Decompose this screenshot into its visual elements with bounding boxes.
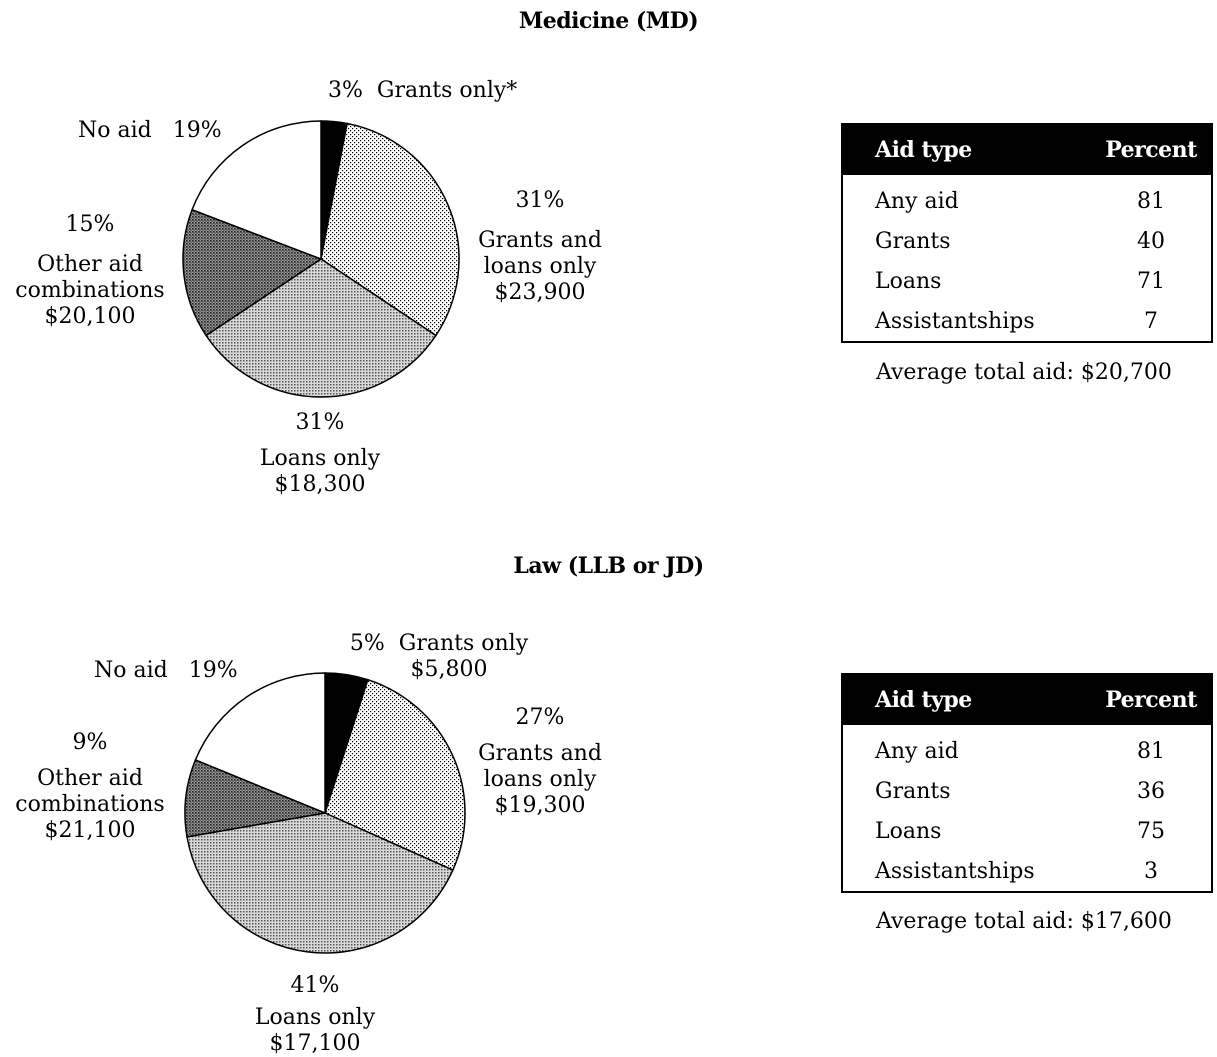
table-row: Any aid 81 (842, 725, 1212, 771)
cell-percent: 3 (1144, 858, 1158, 884)
cell-percent: 36 (1137, 778, 1165, 804)
cell-aid-type: Grants (875, 228, 951, 254)
chart-title: Law (LLB or JD) (513, 553, 704, 579)
cell-aid-type: Grants (875, 778, 951, 804)
cell-aid-type: Loans (875, 268, 942, 294)
header-aid-type: Aid type (842, 674, 1091, 725)
slice-label-grants-and-loans: 27% Grants and loans only $19,300 (478, 705, 602, 818)
table-row: Assistantships 3 (842, 851, 1212, 892)
cell-aid-type: Loans (875, 818, 942, 844)
slice-label-loans-only: 41% Loans only $17,100 (254, 973, 376, 1056)
slice-label-loans-only: 31% Loans only $18,300 (259, 410, 381, 497)
pie-slice-no-aid (194, 672, 326, 815)
cell-aid-type: Assistantships (875, 858, 1035, 884)
slice-label-no-aid: No aid 19% (78, 118, 222, 143)
chart-title: Medicine (MD) (518, 8, 699, 34)
cell-percent: 7 (1144, 308, 1158, 334)
cell-percent: 75 (1137, 818, 1165, 844)
table-row: Grants 40 (842, 221, 1212, 261)
aid-type-table: Aid type Percent Any aid 81 Grants 36 Loans 7… (841, 673, 1213, 893)
table-row: Loans 71 (842, 261, 1212, 301)
cell-percent: 81 (1137, 188, 1165, 214)
table-row: Assistantships 7 (842, 301, 1212, 342)
table-row: Loans 75 (842, 811, 1212, 851)
pie-slice-no-aid (191, 120, 322, 261)
law-pie-chart (184, 672, 466, 954)
pie-slice-other-aid-combinations (182, 208, 323, 337)
slice-label-other-aid: 15% Other aid combinations $20,100 (15, 212, 165, 329)
pie-slice-loans-only (205, 258, 437, 398)
slice-label-grants-and-loans: 31% Grants and loans only $23,900 (478, 188, 602, 305)
average-total-aid: Average total aid: $20,700 (876, 360, 1172, 385)
medicine-panel: Medicine (MD) 3% Grants only* 31% Grants… (15, 8, 1213, 497)
average-total-aid: Average total aid: $17,600 (876, 909, 1172, 934)
cell-aid-type: Any aid (875, 188, 959, 214)
pie-slice-loans-only (186, 812, 454, 954)
header-aid-type: Aid type (842, 124, 1091, 175)
cell-percent: 40 (1137, 228, 1165, 254)
cell-aid-type: Assistantships (875, 308, 1035, 334)
slice-label-other-aid: 9% Other aid combinations $21,100 (15, 730, 165, 843)
cell-percent: 71 (1137, 268, 1165, 294)
cell-percent: 81 (1137, 738, 1165, 764)
header-percent: Percent (1091, 674, 1212, 725)
cell-aid-type: Any aid (875, 738, 959, 764)
table-row: Grants 36 (842, 771, 1212, 811)
slice-label-grants-only: 5% Grants only $5,800 (349, 631, 529, 682)
table-row: Any aid 81 (842, 175, 1212, 221)
slice-label-no-aid: No aid 19% (94, 658, 238, 683)
medicine-pie-chart (182, 120, 460, 398)
header-percent: Percent (1091, 124, 1212, 175)
pie-slice-grants-and-loans-only (320, 122, 460, 337)
slice-label-grants-only: 3% Grants only* (328, 78, 518, 103)
aid-type-table: Aid type Percent Any aid 81 Grants 40 Loans 7… (841, 123, 1213, 343)
pie-slice-grants-and-loans-only (324, 678, 466, 872)
law-panel: Law (LLB or JD) 5% Grants only $5,800 27… (0, 545, 1217, 1057)
